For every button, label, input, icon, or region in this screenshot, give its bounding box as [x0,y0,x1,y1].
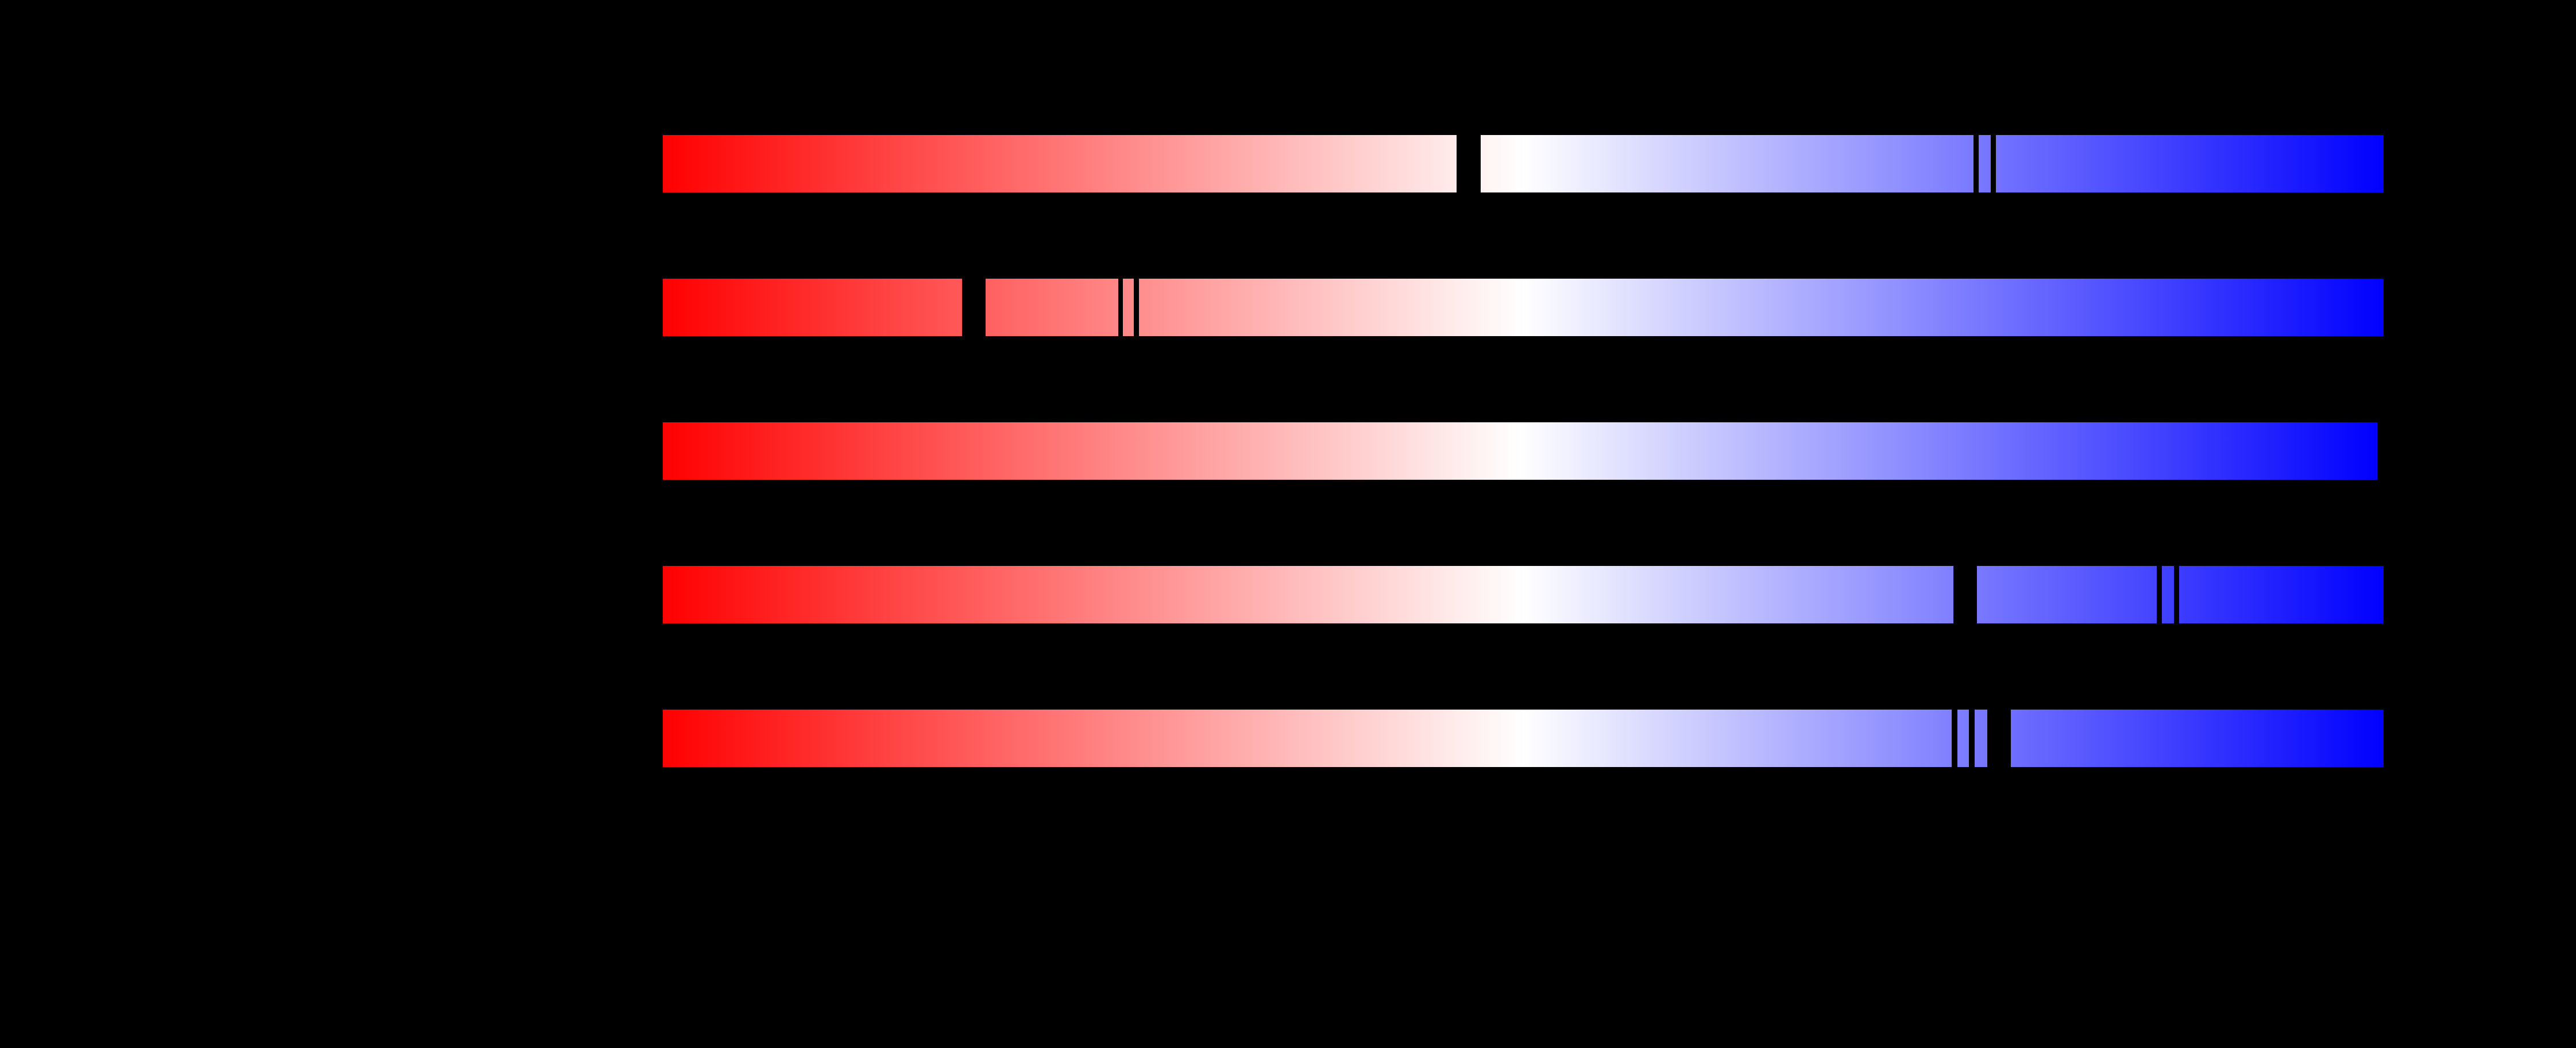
marker-tick-line [1990,134,1996,192]
gradient-bar-5 [662,710,2384,767]
marker-tick-line [2174,565,2180,623]
marker-tick-line [2156,565,2162,623]
gradient-bar-1 [662,134,2384,192]
marker-gap [1953,565,1977,623]
gradient-bar-3 [662,422,2377,480]
marker-gap [962,279,986,336]
gradient-bar-2 [662,279,2384,336]
marker-tick-line [1973,134,1979,192]
marker-tick-line [1969,710,1975,767]
marker-gap [1987,710,2011,767]
gradient-bar-4 [662,565,2384,623]
marker-tick-line [1118,279,1123,336]
marker-tick-line [1952,710,1958,767]
marker-tick-line [1134,279,1140,336]
marker-gap [1457,134,1481,192]
